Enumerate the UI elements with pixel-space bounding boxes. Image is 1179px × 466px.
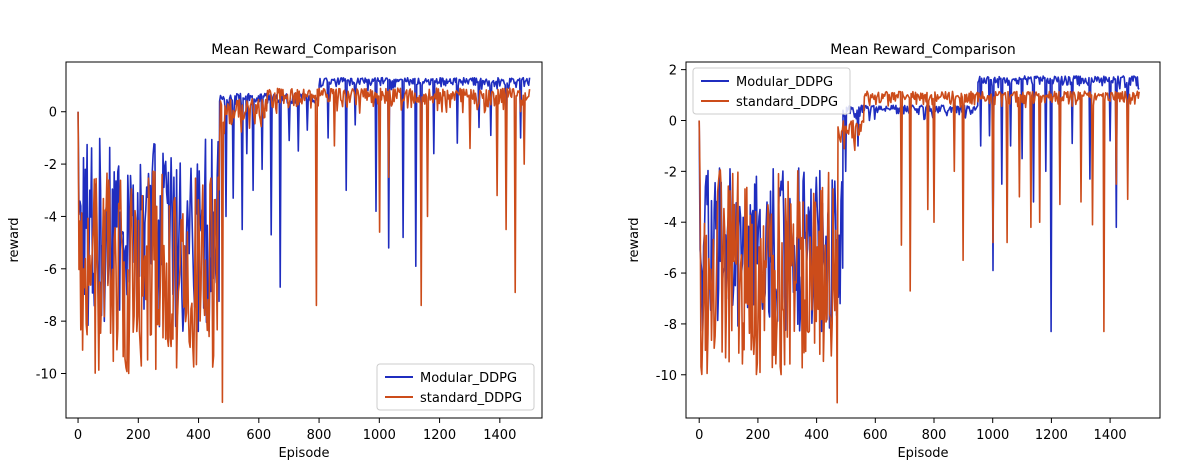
x-tick-label: 1400	[483, 428, 516, 443]
chart-2: Mean Reward_Comparison 0 200 400 600 800 1000 1…	[627, 42, 1161, 461]
legend-label: standard_DDPG	[736, 95, 838, 110]
x-axis-label: Episode	[278, 446, 329, 461]
legend-box	[376, 363, 535, 411]
series-line-standard_DDPG	[698, 90, 1140, 404]
plot-area	[698, 75, 1140, 404]
chart-1: Mean Reward_Comparison 0 200 400 600 800 1000 1…	[7, 42, 543, 461]
x-tick-label: 0	[695, 428, 703, 443]
legend-label: standard_DDPG	[420, 391, 522, 406]
legend-label: Modular_DDPG	[736, 75, 833, 90]
y-tick-label: -4	[44, 210, 57, 225]
axes-frame	[65, 61, 543, 419]
y-tick-label: -8	[44, 315, 57, 330]
x-tick-label: 400	[804, 428, 829, 443]
legend: Modular_DDPG standard_DDPG	[376, 363, 535, 411]
legend-box	[692, 67, 851, 115]
x-tick-label: 200	[126, 428, 151, 443]
x-axis-label: Episode	[897, 446, 948, 461]
x-tick-label: 800	[922, 428, 947, 443]
x-tick-label: 1000	[976, 428, 1009, 443]
chart-title: Mean Reward_Comparison	[211, 42, 397, 58]
series-line-standard_DDPG	[77, 87, 531, 404]
legend-label: Modular_DDPG	[420, 371, 517, 386]
y-tick-label: 0	[669, 114, 677, 129]
x-tick-label: 600	[246, 428, 271, 443]
y-tick-label: 0	[49, 106, 57, 121]
x-tick-label: 1200	[1035, 428, 1068, 443]
y-tick-label: -10	[656, 369, 677, 384]
y-tick-label: -2	[44, 158, 57, 173]
y-tick-label: -10	[36, 368, 57, 383]
y-tick-label: 2	[669, 64, 677, 79]
series-line-Modular_DDPG	[698, 75, 1140, 333]
x-tick-label: 600	[863, 428, 888, 443]
x-tick-label: 400	[186, 428, 211, 443]
x-tick-label: 1200	[423, 428, 456, 443]
y-axis-label: reward	[7, 217, 22, 262]
x-tick-label: 0	[74, 428, 82, 443]
y-tick-label: -6	[664, 267, 677, 282]
x-tick-label: 1400	[1094, 428, 1127, 443]
x-tick-label: 1000	[363, 428, 396, 443]
x-tick-label: 800	[307, 428, 332, 443]
y-tick-label: -6	[44, 263, 57, 278]
chart-title: Mean Reward_Comparison	[830, 42, 1016, 58]
y-tick-label: -4	[664, 216, 677, 231]
x-tick-label: 200	[745, 428, 770, 443]
y-tick-label: -8	[664, 318, 677, 333]
y-tick-label: -2	[664, 165, 677, 180]
axes-frame	[685, 61, 1161, 419]
legend: Modular_DDPG standard_DDPG	[692, 67, 851, 115]
plot-area	[77, 76, 531, 404]
y-axis-label: reward	[627, 217, 642, 262]
